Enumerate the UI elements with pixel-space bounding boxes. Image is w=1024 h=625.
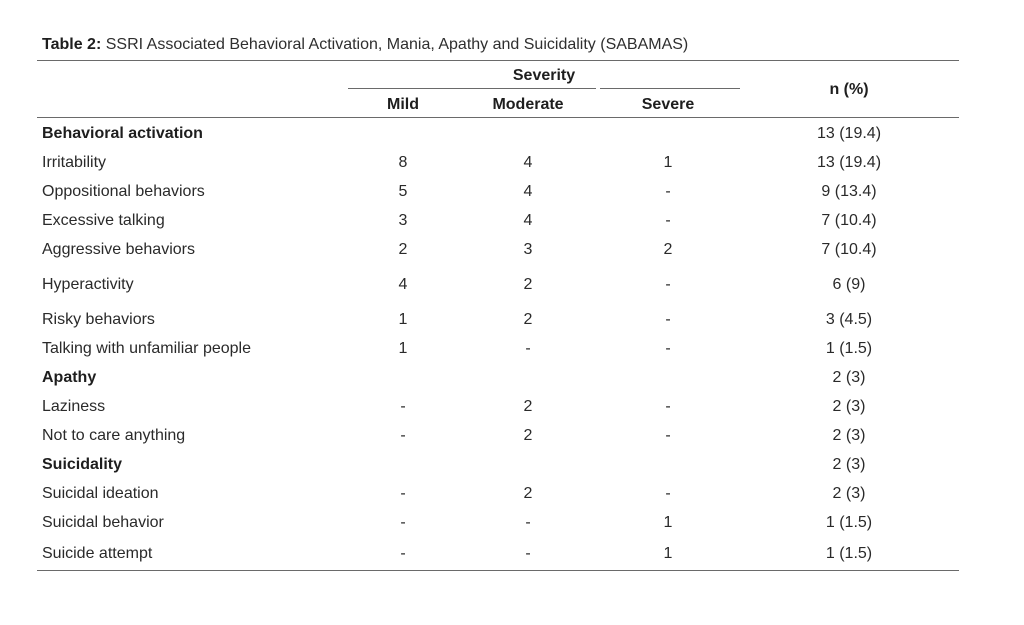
cell-mild: -	[400, 545, 406, 562]
cell-severe: 1	[663, 154, 673, 171]
header-n-percent: n (%)	[829, 81, 869, 98]
cell-n-percent: 7 (10.4)	[821, 241, 877, 258]
cell-n-percent: 2 (3)	[832, 427, 866, 444]
caption-label: Table 2:	[42, 36, 102, 53]
row-label: Aggressive behaviors	[42, 241, 195, 258]
group-label: Behavioral activation	[42, 125, 203, 142]
cell-mild: 1	[398, 340, 408, 357]
row-label: Hyperactivity	[42, 276, 134, 293]
cell-severe: 1	[663, 545, 673, 562]
caption-text: SSRI Associated Behavioral Activation, M…	[105, 36, 689, 53]
severity-rule-mild-moderate	[348, 88, 596, 89]
cell-n-percent: 2 (3)	[832, 456, 866, 473]
cell-n-percent: 2 (3)	[832, 398, 866, 415]
row-label: Suicidal ideation	[42, 485, 159, 502]
cell-moderate: -	[525, 514, 531, 531]
cell-severe: 2	[663, 241, 673, 258]
cell-mild: 5	[398, 183, 408, 200]
cell-moderate: 4	[523, 154, 533, 171]
cell-moderate: 4	[523, 183, 533, 200]
row-label: Oppositional behaviors	[42, 183, 205, 200]
cell-mild: 8	[398, 154, 408, 171]
row-label: Suicidal behavior	[42, 514, 164, 531]
row-label: Risky behaviors	[42, 311, 155, 328]
row-label: Laziness	[42, 398, 106, 415]
cell-n-percent: 7 (10.4)	[821, 212, 877, 229]
header-bottom-rule	[37, 117, 959, 118]
cell-mild: -	[400, 485, 406, 502]
cell-n-percent: 9 (13.4)	[821, 183, 877, 200]
cell-n-percent: 1 (1.5)	[825, 340, 873, 357]
cell-n-percent: 1 (1.5)	[825, 545, 873, 562]
severity-rule-severe	[600, 88, 740, 89]
cell-severe: -	[665, 398, 671, 415]
cell-severe: -	[665, 212, 671, 229]
cell-severe: 1	[663, 514, 673, 531]
header-severe: Severe	[641, 96, 695, 113]
cell-mild: 4	[398, 276, 408, 293]
row-label: Irritability	[42, 154, 107, 171]
header-severity: Severity	[512, 67, 576, 84]
cell-moderate: 2	[523, 427, 533, 444]
row-label: Not to care anything	[42, 427, 186, 444]
header-moderate: Moderate	[492, 96, 564, 113]
table-caption: Table 2: SSRI Associated Behavioral Acti…	[42, 36, 688, 54]
cell-n-percent: 2 (3)	[832, 369, 866, 386]
cell-n-percent: 3 (4.5)	[825, 311, 873, 328]
cell-n-percent: 13 (19.4)	[816, 154, 882, 171]
group-label: Suicidality	[42, 456, 123, 473]
top-rule	[37, 60, 959, 61]
cell-n-percent: 1 (1.5)	[825, 514, 873, 531]
cell-severe: -	[665, 427, 671, 444]
cell-moderate: 2	[523, 398, 533, 415]
group-label: Apathy	[42, 369, 97, 386]
row-label: Talking with unfamiliar people	[42, 340, 251, 357]
cell-mild: 1	[398, 311, 408, 328]
cell-moderate: -	[525, 545, 531, 562]
cell-moderate: 2	[523, 485, 533, 502]
cell-mild: -	[400, 427, 406, 444]
cell-moderate: 2	[523, 311, 533, 328]
cell-severe: -	[665, 276, 671, 293]
cell-severe: -	[665, 311, 671, 328]
cell-n-percent: 2 (3)	[832, 485, 866, 502]
cell-moderate: 3	[523, 241, 533, 258]
cell-moderate: -	[525, 340, 531, 357]
cell-mild: 2	[398, 241, 408, 258]
cell-severe: -	[665, 340, 671, 357]
cell-mild: 3	[398, 212, 408, 229]
cell-moderate: 4	[523, 212, 533, 229]
cell-n-percent: 6 (9)	[832, 276, 866, 293]
cell-severe: -	[665, 183, 671, 200]
cell-mild: -	[400, 398, 406, 415]
cell-n-percent: 13 (19.4)	[816, 125, 882, 142]
header-mild: Mild	[387, 96, 419, 113]
row-label: Excessive talking	[42, 212, 165, 229]
cell-mild: -	[400, 514, 406, 531]
cell-severe: -	[665, 485, 671, 502]
bottom-rule	[37, 570, 959, 571]
row-label: Suicide attempt	[42, 545, 153, 562]
cell-moderate: 2	[523, 276, 533, 293]
